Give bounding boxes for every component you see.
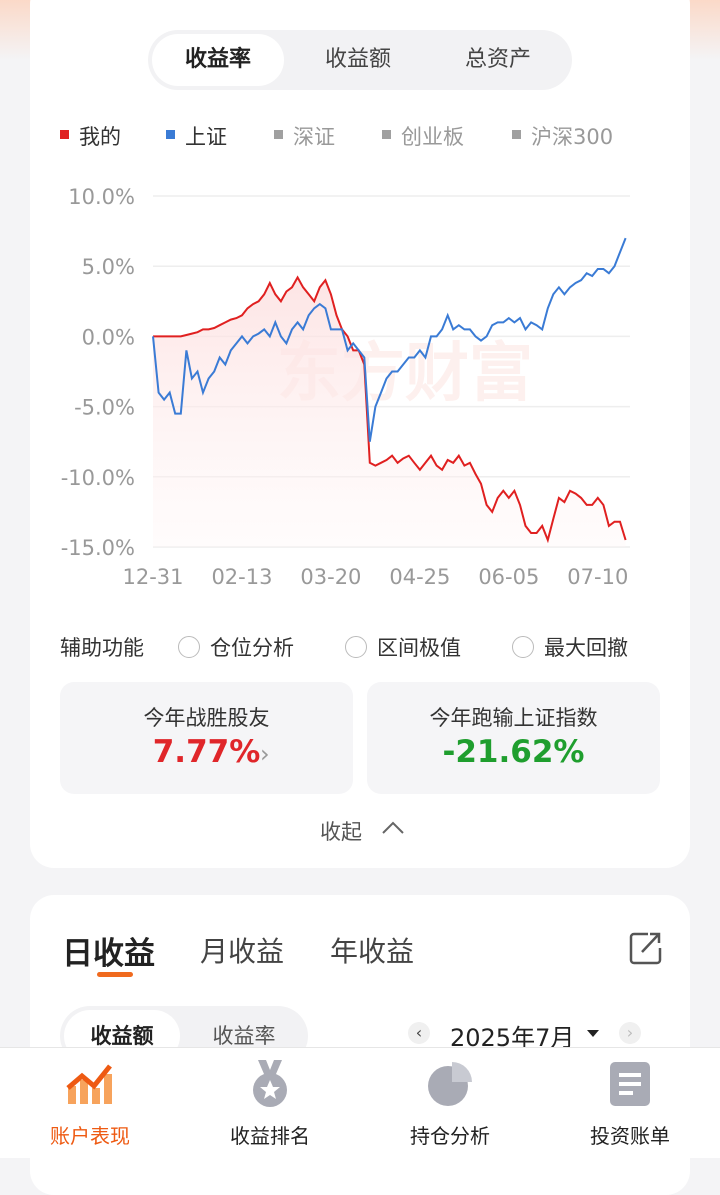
- legend-swatch: [274, 130, 283, 139]
- stat-value: 7.77%: [152, 734, 261, 770]
- tool-label: 仓位分析: [210, 636, 294, 660]
- nav-label[interactable]: 投资账单: [590, 1124, 670, 1148]
- stat-card: 今年战胜股友 7.77% ›: [60, 682, 353, 794]
- tool-option[interactable]: 区间极值: [345, 632, 461, 662]
- bottom-nav: 账户表现 收益排名 持仓分析 投资账单: [0, 1047, 720, 1158]
- stat-label: 今年跑输上证指数: [429, 706, 598, 730]
- radio: [178, 636, 200, 658]
- y-tick-label: -15.0%: [61, 536, 135, 560]
- tab[interactable]: 收益率: [152, 34, 284, 86]
- daily-tab[interactable]: 日收益: [62, 936, 155, 972]
- chart: 东方财富 10.0%5.0%0.0%-5.0%-10.0%-15.0%12-31…: [60, 125, 630, 589]
- x-tick-label: 02-13: [211, 565, 272, 589]
- tool-option[interactable]: 最大回撤: [512, 632, 628, 662]
- nav-icon: [66, 1064, 112, 1104]
- stat-label: 今年战胜股友: [143, 706, 270, 730]
- stat-value: -21.62%: [442, 734, 585, 770]
- stat-card: 今年跑输上证指数 -21.62%: [367, 682, 660, 794]
- nav-label[interactable]: 收益排名: [230, 1124, 310, 1148]
- tools-label: 辅助功能: [60, 636, 144, 660]
- dropdown-icon: [587, 1030, 599, 1037]
- y-tick-label: 0.0%: [82, 325, 135, 349]
- prev-month[interactable]: ‹: [408, 1022, 430, 1044]
- chevron[interactable]: ›: [260, 740, 270, 768]
- y-tick-label: 5.0%: [82, 255, 135, 279]
- legend-swatch: [166, 130, 175, 139]
- y-tick-label: -5.0%: [74, 396, 135, 420]
- x-tick-label: 04-25: [389, 565, 450, 589]
- x-tick-label: 03-20: [300, 565, 361, 589]
- nav-icon: [610, 1062, 650, 1106]
- y-tick-label: 10.0%: [68, 185, 135, 209]
- legend-label: 深证: [293, 125, 335, 149]
- x-tick-label: 12-31: [122, 565, 183, 589]
- tool-option[interactable]: 仓位分析: [178, 632, 294, 662]
- collapse-icon: [382, 821, 404, 834]
- area: [153, 277, 626, 547]
- tool-label: 区间极值: [377, 636, 461, 660]
- tab-underline: [97, 972, 133, 977]
- legend-label: 创业板: [401, 125, 464, 149]
- radio: [345, 636, 367, 658]
- legend-swatch: [382, 130, 391, 139]
- nav-icon: [253, 1060, 287, 1107]
- line: [152, 237, 627, 442]
- nav-label[interactable]: 持仓分析: [410, 1124, 490, 1148]
- next-month[interactable]: ›: [619, 1022, 641, 1044]
- tab-bar: 收益率 收益额 总资产: [148, 30, 572, 90]
- legend-swatch: [512, 130, 521, 139]
- legend-label: 我的: [79, 125, 121, 149]
- nav-label[interactable]: 账户表现: [50, 1124, 130, 1148]
- radio: [512, 636, 534, 658]
- tab[interactable]: 总资产: [464, 47, 531, 72]
- legend-swatch: [60, 130, 69, 139]
- legend-label: 沪深300: [531, 125, 613, 149]
- nav-icon: [428, 1062, 472, 1106]
- x-tick-label: 06-05: [478, 565, 539, 589]
- collapse[interactable]: 收起: [320, 820, 362, 844]
- legend-label: 上证: [185, 125, 227, 149]
- line: [153, 275, 627, 544]
- share-icon[interactable]: [628, 930, 664, 966]
- subtab[interactable]: 收益率: [212, 1024, 276, 1048]
- tab[interactable]: 收益额: [324, 47, 391, 72]
- daily-tab[interactable]: 年收益: [330, 935, 415, 968]
- daily-tab[interactable]: 月收益: [200, 935, 285, 968]
- tool-label: 最大回撤: [544, 636, 628, 660]
- y-tick-label: -10.0%: [61, 466, 135, 490]
- x-tick-label: 07-10: [567, 565, 628, 589]
